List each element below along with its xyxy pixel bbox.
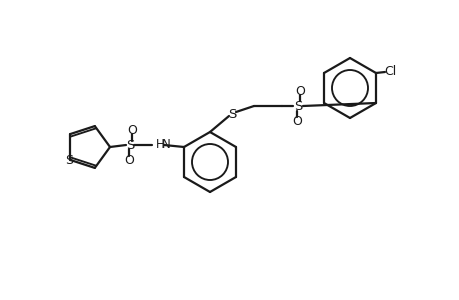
Text: O: O — [294, 85, 304, 98]
Text: O: O — [127, 124, 137, 136]
Text: S: S — [227, 107, 235, 121]
Text: H: H — [155, 137, 164, 151]
Text: N: N — [161, 137, 170, 151]
Text: O: O — [291, 115, 301, 128]
Text: S: S — [126, 139, 134, 152]
Text: S: S — [65, 154, 73, 167]
Text: O: O — [124, 154, 134, 166]
Text: Cl: Cl — [383, 64, 395, 77]
Text: S: S — [293, 100, 302, 112]
